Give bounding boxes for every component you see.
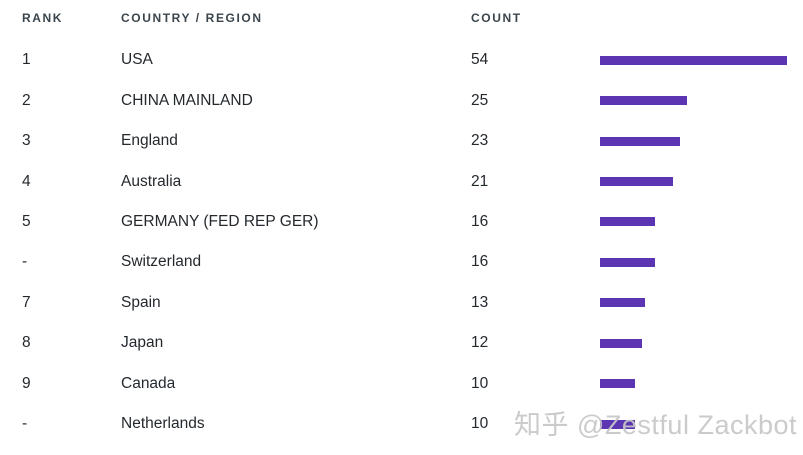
count-cell: 16 [471, 212, 489, 230]
table-row: - Netherlands 10 [0, 404, 803, 444]
watermark: 知乎 @Zestful Zackbot [514, 410, 797, 440]
table-row: 4 Australia 21 [0, 161, 803, 201]
rank-cell: 8 [22, 334, 31, 352]
country-cell: Spain [121, 293, 161, 311]
count-cell: 54 [471, 51, 489, 69]
count-bar [600, 379, 635, 389]
country-cell: Japan [121, 334, 164, 352]
country-cell: CHINA MAINLAND [121, 91, 253, 109]
country-cell: Switzerland [121, 253, 202, 271]
rank-column-header: RANK [22, 11, 64, 25]
bar-cell [600, 298, 803, 308]
country-cell: Netherlands [121, 415, 205, 433]
count-cell: 16 [471, 253, 489, 271]
count-bar [600, 257, 656, 267]
bar-cell [600, 177, 803, 187]
rank-cell: 3 [22, 132, 31, 150]
count-bar [600, 55, 787, 65]
count-cell: 23 [471, 132, 489, 150]
bar-cell [600, 419, 803, 429]
count-bar [600, 217, 656, 227]
bar-cell [600, 217, 803, 227]
count-bar [600, 96, 687, 106]
count-cell: 10 [471, 374, 489, 392]
bar-cell [600, 136, 803, 146]
rank-cell: 4 [22, 172, 31, 190]
count-column-header: COUNT [471, 11, 522, 25]
country-cell: Canada [121, 374, 176, 392]
count-cell: 21 [471, 172, 489, 190]
count-cell: 25 [471, 91, 489, 109]
bar-cell [600, 338, 803, 348]
table-row: 1 USA 54 [0, 40, 803, 80]
rank-cell: 2 [22, 91, 31, 109]
rank-cell: 9 [22, 374, 31, 392]
bar-cell [600, 55, 803, 65]
bar-cell [600, 379, 803, 389]
country-cell: England [121, 132, 178, 150]
rank-cell: 1 [22, 51, 31, 69]
table-row: 8 Japan 12 [0, 323, 803, 363]
rank-cell: 5 [22, 212, 31, 230]
country-cell: Australia [121, 172, 182, 190]
count-cell: 10 [471, 415, 489, 433]
country-cell: USA [121, 51, 153, 69]
count-bar [600, 177, 673, 187]
country-column-header: COUNTRY / REGION [121, 11, 263, 25]
bar-cell [600, 96, 803, 106]
count-bar [600, 298, 645, 308]
count-cell: 13 [471, 293, 489, 311]
table-row: 9 Canada 10 [0, 364, 803, 404]
table-row: 5 GERMANY (FED REP GER) 16 [0, 202, 803, 242]
count-bar [600, 419, 635, 429]
count-bar [600, 136, 680, 146]
table-body: 1 USA 54 2 CHINA MAINLAND 25 3 England 2… [0, 40, 803, 444]
rank-cell: 7 [22, 293, 31, 311]
table-row: 7 Spain 13 [0, 283, 803, 323]
table-row: 2 CHINA MAINLAND 25 [0, 80, 803, 120]
count-cell: 12 [471, 334, 489, 352]
rank-cell: - [22, 253, 28, 271]
table-row: - Switzerland 16 [0, 242, 803, 282]
bar-cell [600, 257, 803, 267]
rank-cell: - [22, 415, 28, 433]
table-header-row: RANK COUNTRY / REGION COUNT [0, 0, 803, 40]
ranking-bar-chart: RANK COUNTRY / REGION COUNT 1 USA 54 2 C… [0, 0, 803, 444]
table-row: 3 England 23 [0, 121, 803, 161]
country-cell: GERMANY (FED REP GER) [121, 212, 319, 230]
count-bar [600, 338, 642, 348]
